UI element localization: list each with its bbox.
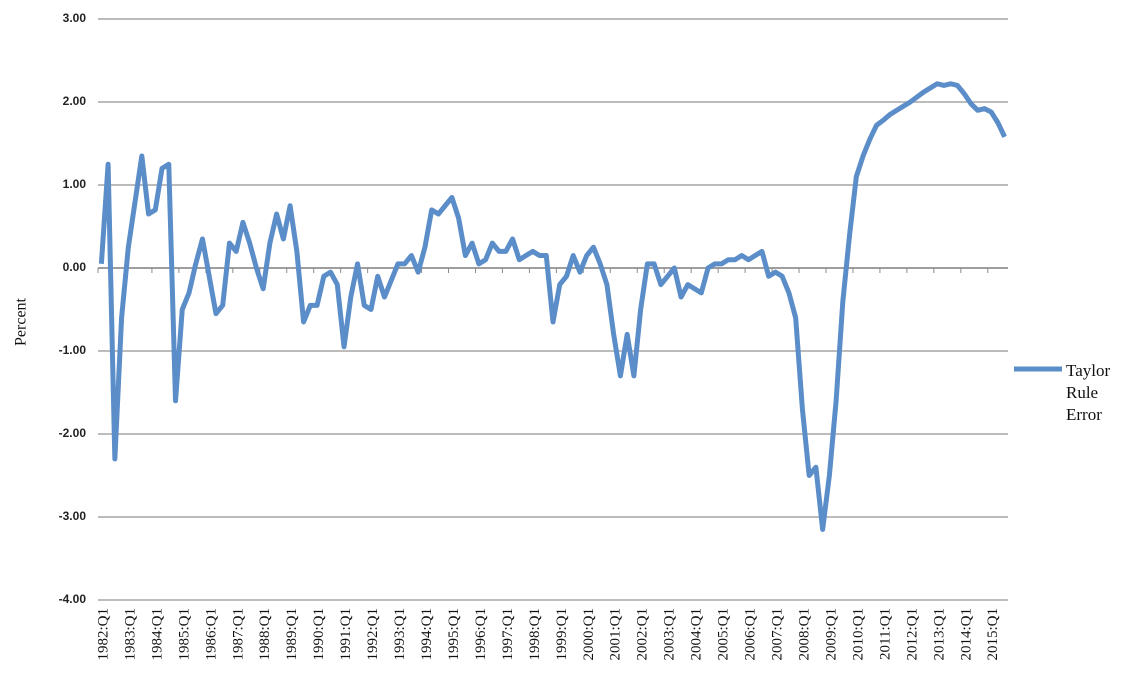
- x-tick-label: 2002:Q1: [635, 608, 651, 661]
- x-tick-label: 2010:Q1: [850, 608, 866, 661]
- y-axis-label: Percent: [13, 297, 30, 346]
- x-tick-label: 2015:Q1: [985, 608, 1001, 661]
- x-tick-label: 2003:Q1: [662, 608, 678, 661]
- x-tick-label: 2014:Q1: [958, 608, 974, 661]
- x-tick-label: 1995:Q1: [446, 608, 462, 661]
- x-tick-label: 1986:Q1: [203, 608, 219, 661]
- y-tick-label: -3.00: [59, 509, 87, 523]
- y-tick-label: 0.00: [63, 260, 87, 274]
- x-tick-label: 1994:Q1: [419, 608, 435, 661]
- x-tick-label: 2000:Q1: [581, 608, 597, 661]
- x-tick-label: 1997:Q1: [500, 608, 516, 661]
- y-tick-label: 2.00: [63, 94, 87, 108]
- x-tick-label: 1987:Q1: [230, 608, 246, 661]
- x-tick-label: 1998:Q1: [527, 608, 543, 661]
- x-tick-label: 2007:Q1: [770, 608, 786, 661]
- x-tick-label: 1999:Q1: [554, 608, 570, 661]
- x-tick-label: 1990:Q1: [311, 608, 327, 661]
- x-tick-label: 1993:Q1: [392, 608, 408, 661]
- series-line: [98, 81, 1007, 532]
- x-tick-label: 1983:Q1: [122, 608, 138, 661]
- x-tick-label: 2012:Q1: [904, 608, 920, 661]
- x-tick-label: 1992:Q1: [365, 608, 381, 661]
- x-tick-label: 2009:Q1: [823, 608, 839, 661]
- x-tick-label: 2005:Q1: [716, 608, 732, 661]
- x-tick-label: 2013:Q1: [931, 608, 947, 661]
- y-tick-label: -4.00: [59, 592, 87, 606]
- x-tick-label: 1984:Q1: [149, 608, 165, 661]
- y-tick-label: 1.00: [63, 177, 87, 191]
- x-tick-label: 2004:Q1: [689, 608, 705, 661]
- x-tick-label: 1991:Q1: [338, 608, 354, 661]
- x-tick-label: 1988:Q1: [257, 608, 273, 661]
- legend-label: Taylor Rule Error: [1066, 361, 1111, 424]
- x-tick-label: 2006:Q1: [743, 608, 759, 661]
- x-tick-label: 1996:Q1: [473, 608, 489, 661]
- x-tick-label: 1982:Q1: [95, 608, 111, 661]
- x-tick-label: 2008:Q1: [796, 608, 812, 661]
- x-tick-label: 1985:Q1: [176, 608, 192, 661]
- x-tick-label: 1989:Q1: [284, 608, 300, 661]
- x-tick-label: 2001:Q1: [608, 608, 624, 661]
- y-tick-label: 3.00: [63, 11, 87, 25]
- x-tick-label: 2011:Q1: [877, 608, 893, 660]
- y-tick-label: -2.00: [59, 426, 87, 440]
- y-tick-label: -1.00: [59, 343, 87, 357]
